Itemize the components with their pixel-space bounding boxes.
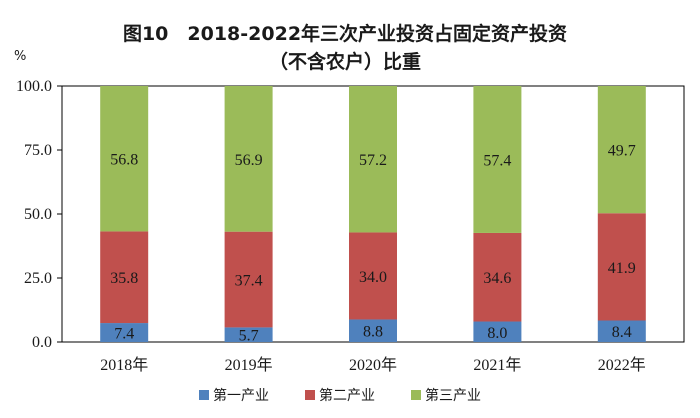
data-label: 5.7 — [239, 328, 259, 345]
bar-segment — [224, 86, 273, 232]
bar-segment — [473, 321, 522, 342]
data-label: 56.9 — [235, 152, 263, 169]
bar-segment — [224, 231, 273, 328]
data-label: 35.8 — [110, 270, 138, 287]
y-tick-label: 25.0 — [24, 270, 52, 287]
bar-segment — [597, 86, 646, 214]
x-tick-label: 2019年 — [225, 356, 273, 374]
data-label: 7.4 — [114, 326, 134, 343]
legend-label: 第一产业 — [213, 387, 269, 404]
bar-segment — [597, 320, 646, 342]
bar-segment — [349, 86, 397, 233]
y-tick-label: 100.0 — [16, 78, 52, 95]
data-label: 49.7 — [608, 143, 636, 160]
legend-swatch — [199, 390, 209, 400]
legend-swatch — [411, 390, 421, 400]
data-label: 8.4 — [612, 324, 632, 341]
bars-group: 7.4 35.8 56.8 5.7 37.4 56.9 8.8 34.0 57.2 8.0 34.6… — [100, 86, 646, 345]
legend-swatch — [305, 390, 315, 400]
data-label: 8.0 — [487, 325, 507, 342]
y-axis: 100.0 75.0 50.0 25.0 0.0 — [16, 78, 62, 351]
data-label: 34.6 — [483, 270, 511, 287]
bar-segment — [473, 86, 522, 233]
data-label: 57.4 — [483, 152, 511, 169]
bar-segment — [100, 86, 149, 232]
y-tick-label: 75.0 — [24, 142, 52, 159]
x-tick-label: 2021年 — [473, 356, 521, 374]
x-tick-label: 2018年 — [100, 356, 148, 374]
bar-segment — [349, 319, 397, 342]
data-label: 56.8 — [110, 152, 138, 169]
legend-label: 第三产业 — [425, 387, 481, 404]
chart-title-line1: 图10 2018-2022年三次产业投资占固定资产投资 — [123, 22, 567, 45]
bar-segment — [100, 323, 149, 342]
y-tick-label: 0.0 — [32, 334, 52, 351]
bar-segment — [597, 213, 646, 321]
x-axis: 2018年 2019年 2020年 2021年 2022年 — [100, 356, 646, 374]
x-tick-label: 2020年 — [349, 356, 397, 374]
y-axis-unit: % — [14, 49, 26, 64]
bar-segment — [224, 327, 273, 342]
data-label: 57.2 — [359, 152, 387, 169]
legend: 第一产业 第二产业 第三产业 — [199, 387, 481, 404]
data-label: 41.9 — [608, 260, 636, 277]
data-label: 8.8 — [363, 324, 383, 341]
data-label: 34.0 — [359, 269, 387, 286]
legend-label: 第二产业 — [319, 387, 375, 404]
bar-segment — [100, 231, 149, 324]
data-label: 37.4 — [235, 273, 263, 290]
bar-segment — [349, 232, 397, 320]
y-tick-label: 50.0 — [24, 206, 52, 223]
chart-title-line2: （不含农户）比重 — [269, 50, 421, 73]
bar-segment — [473, 232, 522, 322]
x-tick-label: 2022年 — [598, 356, 646, 374]
